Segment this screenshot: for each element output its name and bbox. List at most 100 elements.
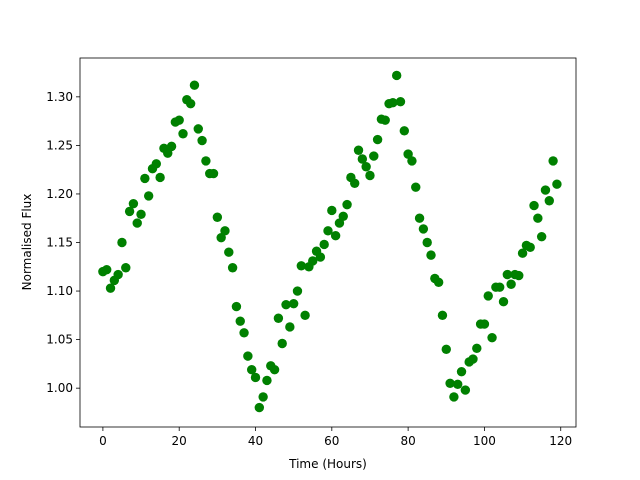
data-point-81 [407,156,417,166]
data-point-48 [281,299,291,310]
data-point-33 [224,247,234,257]
data-point-15 [155,172,165,183]
data-point-84 [418,224,429,234]
data-point-105 [498,297,509,307]
data-point-46 [273,313,284,323]
data-point-34 [227,263,238,273]
data-point-72 [372,134,383,145]
data-point-78 [395,96,406,107]
data-point-42 [258,392,268,402]
data-point-32 [220,226,230,236]
data-point-45 [269,365,280,375]
y-tick-label-0: 1.00 [46,381,73,395]
data-point-26 [197,135,207,146]
data-point-107 [506,279,516,289]
data-point-71 [369,151,379,161]
y-tick-label-5: 1.25 [46,138,73,152]
data-point-58 [319,239,329,250]
data-point-64 [342,199,352,210]
y-tick-label-1: 1.05 [46,333,73,347]
x-tick-label-5: 100 [473,434,496,448]
x-tick-label-0: 0 [99,434,107,448]
data-point-10 [136,209,146,220]
data-point-117 [544,196,554,206]
y-tick-label-6: 1.30 [46,90,73,104]
data-point-29 [208,168,219,179]
data-point-60 [327,205,337,216]
data-point-100 [479,319,490,329]
data-point-53 [300,310,310,321]
data-point-95 [460,385,471,395]
data-point-47 [277,338,287,349]
data-point-4 [113,269,123,280]
data-point-1 [102,264,112,275]
data-point-20 [174,115,184,125]
data-point-2 [105,283,116,293]
y-axis-ticks: 1.00 1.05 1.10 1.15 1.20 1.25 1.30 [46,90,80,395]
data-point-30 [212,212,223,222]
data-point-102 [487,332,497,343]
data-point-12 [143,191,154,201]
data-point-61 [330,231,341,241]
y-tick-label-4: 1.20 [46,187,73,201]
data-point-66 [350,178,360,188]
data-point-14 [151,159,162,169]
data-point-113 [529,200,539,211]
data-point-115 [536,231,547,242]
data-point-89 [437,310,448,321]
x-tick-label-4: 80 [400,434,415,448]
data-point-41 [254,402,265,413]
data-point-83 [414,213,425,223]
data-point-7 [124,206,135,217]
data-point-116 [540,185,551,195]
data-point-101 [483,291,493,301]
data-point-85 [422,237,432,248]
data-point-35 [231,301,242,312]
data-point-27 [201,156,211,166]
data-point-37 [239,328,249,338]
y-tick-label-3: 1.15 [46,236,73,250]
y-axis-label: Normalised Flux [20,194,34,291]
data-point-5 [117,237,127,248]
data-point-90 [441,344,451,355]
data-point-40 [250,372,261,383]
data-point-9 [132,218,142,228]
data-point-93 [453,379,463,389]
data-point-88 [433,277,444,288]
x-tick-label-6: 120 [549,434,572,448]
x-axis-ticks: 0 20 40 60 80 100 120 [99,427,572,448]
y-tick-label-2: 1.10 [46,284,73,298]
data-point-92 [449,392,459,402]
data-point-43 [262,375,272,386]
data-point-50 [288,298,299,309]
data-point-23 [185,98,196,109]
data-point-68 [357,154,368,164]
data-point-57 [315,252,326,262]
data-point-67 [353,145,364,155]
data-point-24 [189,80,200,90]
data-point-59 [323,226,333,236]
x-tick-label-3: 60 [324,434,339,448]
data-point-39 [246,365,257,375]
data-point-114 [533,213,543,223]
data-point-98 [472,343,482,354]
data-point-70 [365,170,375,181]
x-axis-label: Time (Hours) [288,457,367,471]
x-tick-label-2: 40 [248,434,263,448]
data-point-91 [445,378,455,389]
data-point-49 [285,322,295,332]
x-tick-label-1: 20 [172,434,187,448]
data-point-8 [128,198,139,209]
data-point-94 [456,366,467,377]
data-point-109 [514,270,524,281]
data-point-106 [502,269,513,280]
data-point-52 [296,261,306,271]
data-point-97 [468,354,478,364]
data-point-11 [140,173,150,184]
data-point-119 [552,179,562,189]
data-point-112 [525,242,535,253]
data-point-69 [361,162,371,172]
data-point-51 [292,286,303,296]
